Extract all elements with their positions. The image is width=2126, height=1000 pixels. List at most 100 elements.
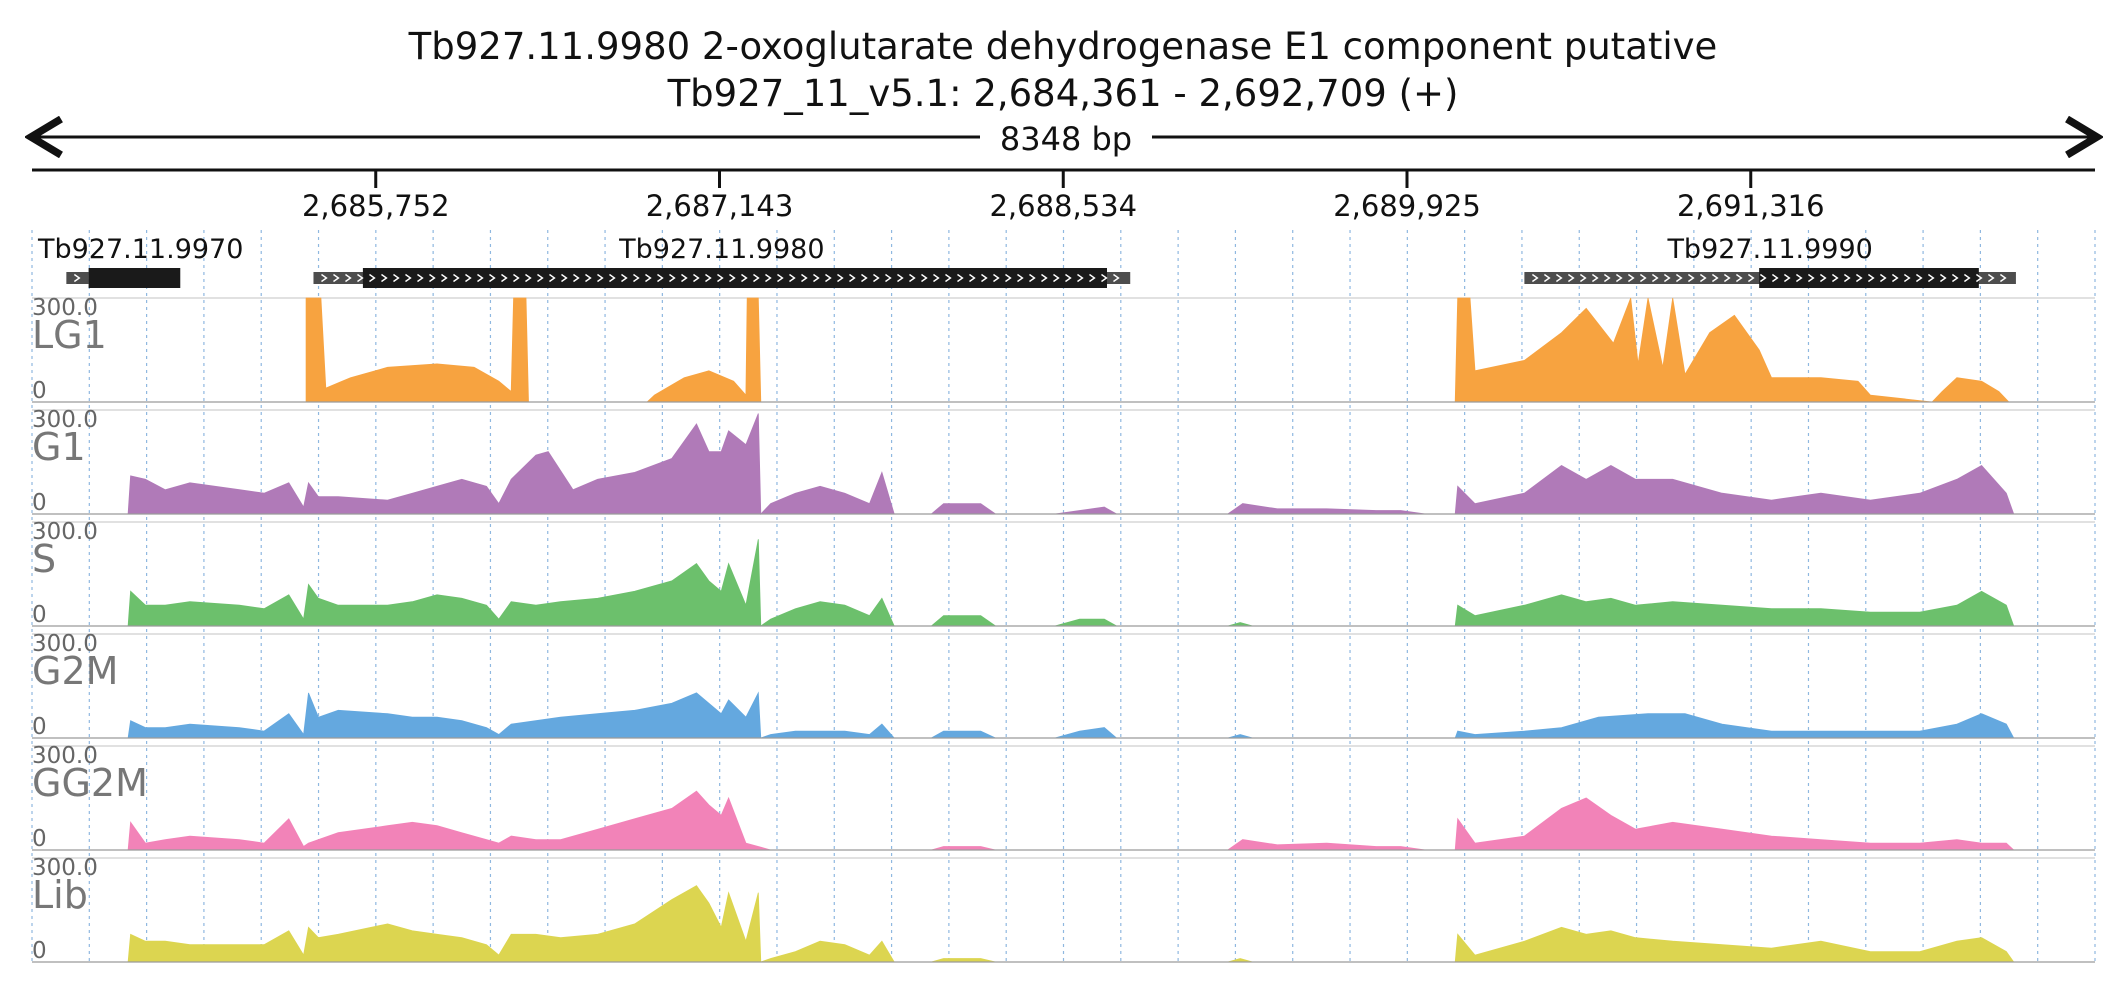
chevron-icon	[1807, 273, 1815, 283]
track-s: 300.0S 0	[32, 519, 2095, 628]
chevron-icon	[777, 273, 784, 283]
chevron-icon	[1723, 273, 1731, 283]
chevron-icon	[897, 273, 904, 283]
chevron-icon	[1567, 273, 1575, 283]
chevron-icon	[921, 273, 928, 283]
chevron-icon	[909, 273, 916, 283]
chevron-icon	[969, 273, 976, 283]
chevron-icon	[825, 273, 832, 283]
track-g1: 300.0G1 0	[32, 407, 2095, 516]
chevron-icon	[429, 273, 436, 283]
region-subtitle: Tb927_11_v5.1: 2,684,361 - 2,692,709 (+)	[667, 72, 1459, 115]
tick-label: 2,689,925	[1333, 189, 1481, 223]
chevron-icon	[801, 273, 808, 283]
track-name: G1	[32, 425, 86, 469]
chevron-icon	[837, 273, 844, 283]
chevron-icon	[705, 273, 712, 283]
chevron-icon	[1783, 273, 1791, 283]
tick-label: 2,687,143	[646, 189, 794, 223]
chevron-icon	[1077, 273, 1084, 283]
chevron-icon	[597, 273, 604, 283]
chevron-icon	[1615, 273, 1623, 283]
chevron-icon	[393, 273, 400, 283]
chevron-icon	[741, 273, 748, 283]
chevron-icon	[861, 273, 868, 283]
chevron-icon	[729, 273, 736, 283]
chevron-icon	[453, 273, 460, 283]
chevron-icon	[1963, 273, 1971, 283]
chevron-icon	[489, 273, 496, 283]
grid-lines	[31, 230, 2096, 965]
chevron-icon	[357, 273, 364, 283]
chevron-icon	[609, 273, 616, 283]
gene-label: Tb927.11.9970	[37, 234, 243, 265]
chevron-icon	[1855, 273, 1863, 283]
chevron-icon	[993, 273, 1000, 283]
chevron-icon	[657, 273, 664, 283]
chevron-icon	[1591, 273, 1599, 283]
chevron-icon	[1927, 273, 1935, 283]
chevron-icon	[849, 273, 856, 283]
chevron-icon	[1795, 273, 1803, 283]
chevron-icon	[561, 273, 568, 283]
chevron-icon	[525, 273, 532, 283]
chevron-icon	[789, 273, 796, 283]
chevron-icon	[1029, 273, 1036, 283]
chevron-icon	[1999, 273, 2007, 283]
chevron-icon	[1555, 273, 1563, 283]
chevron-icon	[873, 273, 880, 283]
chevron-icon	[501, 273, 508, 283]
coverage-area	[305, 297, 2010, 403]
coverage-area	[127, 790, 2015, 851]
span-label: 8348 bp	[1000, 120, 1132, 158]
gene-Tb927-11-9970: Tb927.11.9970	[37, 234, 243, 288]
chevron-icon	[621, 273, 628, 283]
gene-cds	[1759, 268, 1979, 288]
chevron-icon	[513, 273, 520, 283]
chevron-icon	[1639, 273, 1647, 283]
chevron-icon	[333, 273, 340, 283]
track-max-label: 300.0	[32, 407, 98, 433]
chevron-icon	[981, 273, 988, 283]
track-min-label: 0	[32, 490, 47, 516]
chevron-icon	[1975, 273, 1983, 283]
chevron-icon	[1699, 273, 1707, 283]
chevron-icon	[1771, 273, 1779, 283]
gene-Tb927-11-9990: Tb927.11.9990	[1524, 234, 2016, 288]
coverage-area	[127, 413, 2015, 515]
chevron-icon	[1627, 273, 1635, 283]
tick-label: 2,691,316	[1677, 189, 1825, 223]
axis-ticks: 2,685,752 2,687,143 2,688,534 2,689,925 2,69…	[302, 170, 1825, 223]
chevron-icon	[1113, 273, 1120, 283]
strand-chevrons	[73, 273, 81, 283]
chevron-icon	[1879, 273, 1887, 283]
chevron-icon	[1831, 273, 1839, 283]
chevron-icon	[321, 273, 328, 283]
chevron-icon	[345, 273, 352, 283]
chevron-icon	[1747, 273, 1755, 283]
tick-label: 2,685,752	[302, 189, 450, 223]
chevron-icon	[1735, 273, 1743, 283]
track-max-label: 300.0	[32, 743, 98, 769]
chevron-icon	[1651, 273, 1659, 283]
chevron-icon	[441, 273, 448, 283]
chevron-icon	[1819, 273, 1827, 283]
chevron-icon	[1603, 273, 1611, 283]
tick-label: 2,688,534	[989, 189, 1137, 223]
gene-annotations: Tb927.11.9970 Tb927.11.9980 Tb927.11.9990	[37, 234, 2016, 288]
page-title: Tb927.11.9980 2-oxoglutarate dehydrogena…	[408, 25, 1718, 68]
gene-Tb927-11-9980: Tb927.11.9980	[313, 234, 1131, 288]
track-max-label: 300.0	[32, 519, 98, 545]
chevron-icon	[1759, 273, 1767, 283]
track-min-label: 0	[32, 826, 47, 852]
track-name: Lib	[32, 873, 88, 917]
chevron-icon	[1005, 273, 1012, 283]
chevron-icon	[1053, 273, 1060, 283]
chevron-icon	[405, 273, 412, 283]
chevron-icon	[1101, 273, 1108, 283]
strand-chevrons	[321, 273, 1120, 283]
chevron-icon	[1675, 273, 1683, 283]
